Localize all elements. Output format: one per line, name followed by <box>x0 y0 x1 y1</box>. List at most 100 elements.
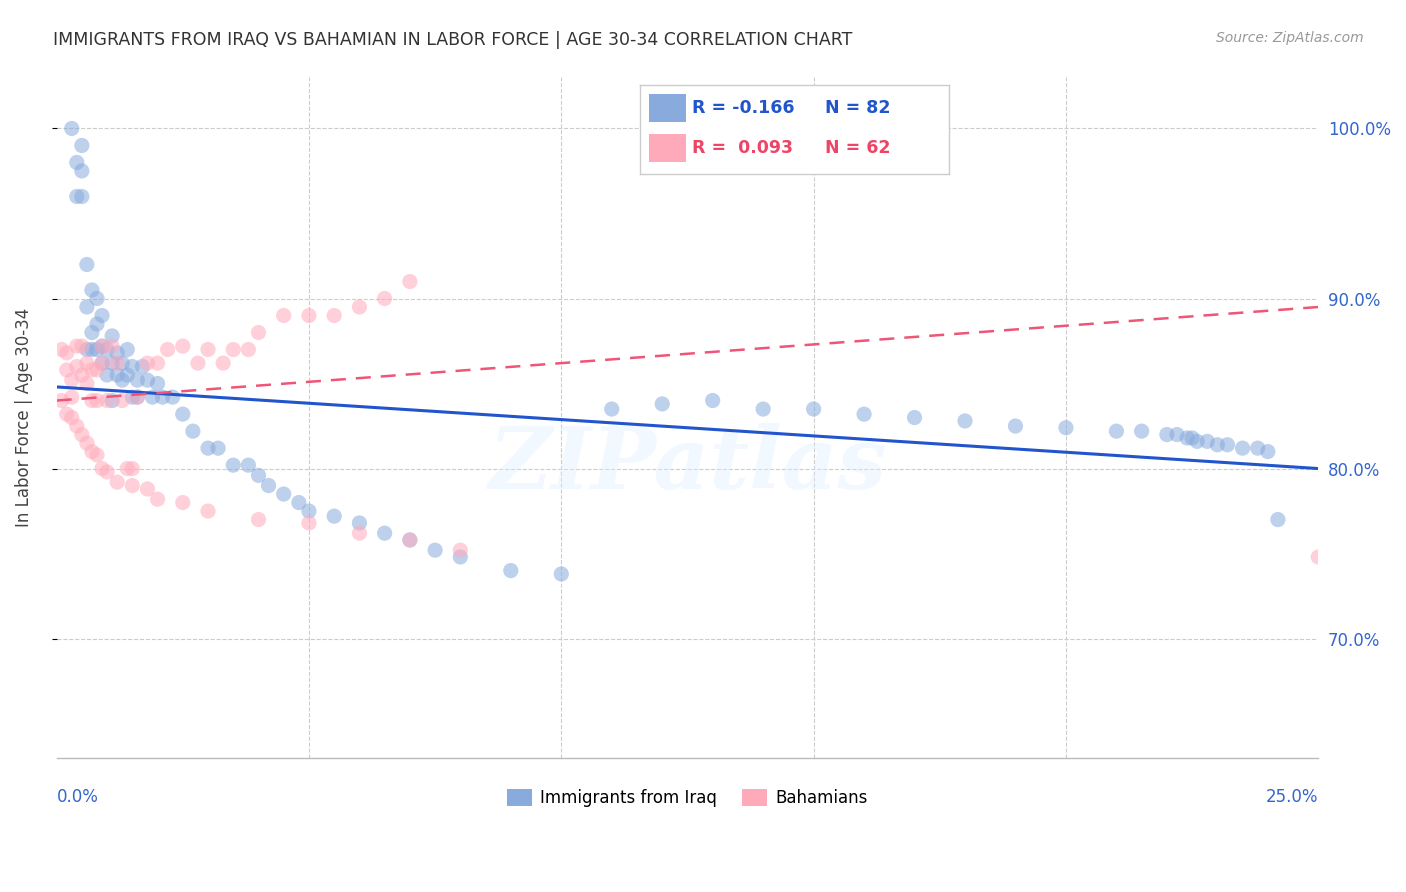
Point <box>111 356 134 370</box>
Point <box>55 363 77 377</box>
Point <box>1232 441 1254 455</box>
Point <box>238 343 260 357</box>
Point <box>80 363 103 377</box>
Point <box>76 300 98 314</box>
Point <box>146 356 169 370</box>
Point <box>187 356 209 370</box>
Point <box>91 356 114 370</box>
Point <box>51 393 73 408</box>
Point <box>105 368 128 382</box>
Point <box>91 309 114 323</box>
Point <box>449 549 471 564</box>
Point <box>1197 434 1219 449</box>
Point <box>66 189 89 203</box>
Point <box>1105 424 1128 438</box>
Point <box>70 164 93 178</box>
Point <box>76 356 98 370</box>
Point <box>399 533 422 547</box>
Point <box>70 189 93 203</box>
Point <box>76 343 98 357</box>
Point <box>288 495 311 509</box>
Point <box>105 475 128 490</box>
Point <box>181 424 204 438</box>
Text: ZIPatlas: ZIPatlas <box>488 424 887 507</box>
Point <box>752 402 775 417</box>
Point <box>96 343 118 357</box>
Point <box>298 504 321 518</box>
Point <box>76 258 98 272</box>
Point <box>323 309 346 323</box>
Point <box>111 373 134 387</box>
Point <box>91 339 114 353</box>
Point <box>651 397 673 411</box>
Point <box>136 373 159 387</box>
Point <box>550 566 572 581</box>
Point <box>101 393 124 408</box>
Point <box>247 326 270 340</box>
Point <box>273 487 295 501</box>
Point <box>1130 424 1153 438</box>
Point <box>86 343 108 357</box>
Bar <box>650 134 686 162</box>
Point <box>146 492 169 507</box>
Point <box>60 390 83 404</box>
Point <box>96 393 118 408</box>
Point <box>60 373 83 387</box>
Point <box>399 533 422 547</box>
Point <box>197 441 219 455</box>
Point <box>105 346 128 360</box>
Point <box>222 458 245 472</box>
Point <box>86 363 108 377</box>
Point <box>86 317 108 331</box>
Point <box>91 356 114 370</box>
Point <box>172 339 194 353</box>
Point <box>131 359 153 374</box>
Point <box>399 275 422 289</box>
Point <box>349 516 371 530</box>
Point <box>121 390 143 404</box>
Point <box>80 444 103 458</box>
Point <box>1004 419 1026 434</box>
Point <box>121 461 143 475</box>
Text: 0.0%: 0.0% <box>56 789 98 806</box>
Text: N = 82: N = 82 <box>825 99 891 117</box>
Point <box>172 407 194 421</box>
Point <box>702 393 724 408</box>
Point <box>80 326 103 340</box>
Point <box>273 309 295 323</box>
Point <box>66 419 89 434</box>
Point <box>60 121 83 136</box>
Point <box>1175 431 1198 445</box>
Point <box>136 356 159 370</box>
Point <box>101 339 124 353</box>
Point <box>80 393 103 408</box>
Point <box>70 339 93 353</box>
Point <box>70 138 93 153</box>
Point <box>156 343 179 357</box>
Point <box>1181 431 1204 445</box>
Text: R =  0.093: R = 0.093 <box>692 139 793 157</box>
Point <box>141 390 163 404</box>
Point <box>101 356 124 370</box>
Point <box>55 346 77 360</box>
Point <box>449 543 471 558</box>
Point <box>96 368 118 382</box>
Y-axis label: In Labor Force | Age 30-34: In Labor Force | Age 30-34 <box>15 308 32 527</box>
Point <box>238 458 260 472</box>
Point <box>1054 421 1077 435</box>
Point <box>1216 438 1239 452</box>
Point <box>1185 434 1208 449</box>
Point <box>121 478 143 492</box>
Bar <box>650 94 686 122</box>
Point <box>374 292 396 306</box>
Legend: Immigrants from Iraq, Bahamians: Immigrants from Iraq, Bahamians <box>501 782 875 814</box>
Point <box>51 343 73 357</box>
Point <box>953 414 976 428</box>
Point <box>247 468 270 483</box>
Point <box>172 495 194 509</box>
Text: Source: ZipAtlas.com: Source: ZipAtlas.com <box>1216 31 1364 45</box>
Point <box>80 343 103 357</box>
Point <box>146 376 169 391</box>
Point <box>1308 549 1330 564</box>
Point <box>101 329 124 343</box>
